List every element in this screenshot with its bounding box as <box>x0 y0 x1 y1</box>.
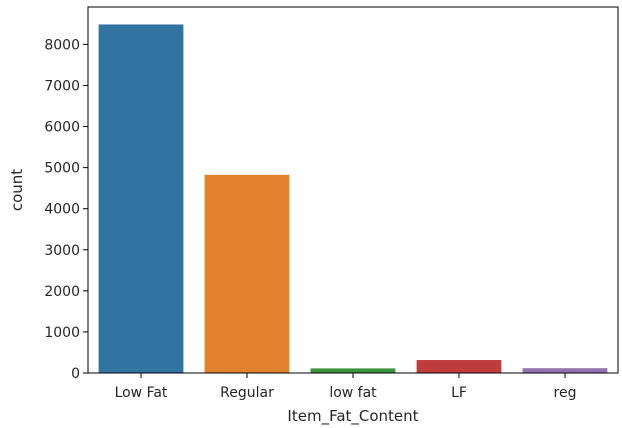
bar-0 <box>98 24 184 373</box>
bar-4 <box>522 368 608 373</box>
y-axis-ticks: 0 1000 2000 3000 4000 5000 6000 7000 8000 <box>44 37 88 382</box>
y-tick-label-4: 4000 <box>44 202 80 218</box>
y-tick-label-3: 3000 <box>44 243 80 259</box>
x-axis-ticks: Low Fat Regular low fat LF reg <box>115 373 577 401</box>
y-tick-label-2: 2000 <box>44 284 80 300</box>
x-tick-label-4: reg <box>554 385 577 401</box>
x-tick-label-3: LF <box>451 385 467 401</box>
bar-2 <box>310 368 396 373</box>
x-tick-label-0: Low Fat <box>115 385 168 401</box>
y-tick-label-0: 0 <box>71 366 80 382</box>
y-tick-label-7: 7000 <box>44 78 80 94</box>
x-tick-label-2: low fat <box>329 385 377 401</box>
y-axis-label: count <box>8 169 26 211</box>
y-tick-label-1: 1000 <box>44 325 80 341</box>
x-tick-label-1: Regular <box>220 385 274 401</box>
bars <box>98 24 608 373</box>
y-tick-label-5: 5000 <box>44 161 80 177</box>
y-tick-label-6: 6000 <box>44 120 80 136</box>
bar-3 <box>416 360 502 373</box>
y-tick-label-8: 8000 <box>44 37 80 53</box>
plot-frame <box>87 6 619 374</box>
x-axis-label: Item_Fat_Content <box>287 407 418 426</box>
bar-1 <box>204 174 290 373</box>
